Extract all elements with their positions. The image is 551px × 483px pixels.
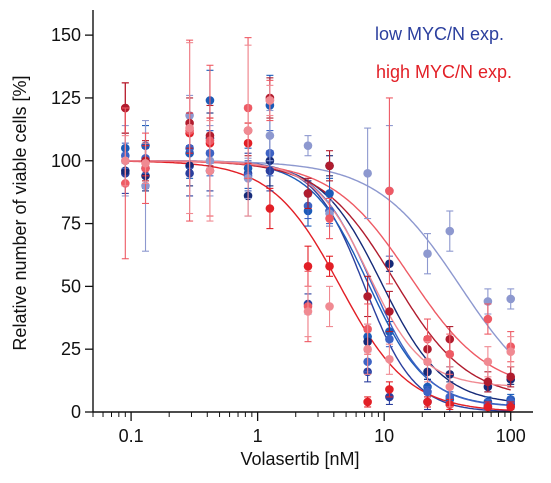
x-tick-label: 100	[496, 426, 526, 446]
legend-low-myc: low MYC/N exp.	[375, 24, 504, 44]
data-point-high-8	[423, 357, 432, 367]
data-point-low-4	[303, 141, 313, 150]
y-tick-label: 100	[51, 151, 81, 171]
data-point-high-5	[325, 261, 334, 271]
x-tick-label: 1	[253, 426, 263, 446]
x-tick-label: 10	[374, 426, 394, 446]
data-point-high-8	[483, 357, 493, 367]
y-tick-label: 25	[61, 339, 81, 359]
data-point-high-8	[265, 96, 275, 105]
data-point-low-1	[325, 189, 334, 198]
y-tick-label: 0	[71, 402, 81, 422]
y-tick-label: 50	[61, 276, 81, 296]
y-tick-label: 75	[61, 214, 81, 234]
fit-curve-low-1	[122, 160, 511, 406]
data-point-high-8	[325, 302, 334, 311]
data-point-high-5	[265, 204, 275, 213]
data-point-high-6	[506, 372, 516, 382]
data-point-high-5	[506, 402, 516, 412]
data-point-high-8	[205, 166, 215, 176]
data-point-high-8	[445, 382, 455, 392]
data-point-high-6	[483, 377, 493, 387]
data-point-high-7	[385, 186, 394, 196]
data-point-high-8	[243, 126, 253, 135]
data-point-low-4	[363, 169, 372, 178]
data-point-high-8	[141, 158, 150, 168]
data-point-low-4	[506, 294, 516, 304]
data-point-high-5	[363, 397, 372, 407]
x-axis-ticks: 0.1 1 10 100	[92, 412, 526, 446]
data-point-high-8	[363, 344, 372, 354]
y-tick-label: 125	[51, 88, 81, 108]
data-point-high-8	[185, 123, 194, 133]
y-tick-label: 150	[51, 25, 81, 45]
data-point-high-5	[483, 402, 493, 412]
data-point-high-5	[385, 385, 394, 394]
data-point-high-8	[303, 307, 313, 316]
data-point-high-7	[483, 314, 493, 324]
data-point-high-6	[303, 189, 313, 198]
legend-high-myc: high MYC/N exp.	[376, 62, 512, 82]
data-point-high-8	[506, 347, 516, 357]
x-tick-label: 0.1	[119, 426, 144, 446]
data-point-high-6	[363, 292, 372, 301]
y-axis-label: Relative number of viable cells [%]	[10, 75, 30, 350]
data-point-low-3	[423, 387, 432, 397]
data-points	[121, 37, 516, 413]
data-point-low-3	[385, 334, 394, 344]
x-axis-label: Volasertib [nM]	[240, 449, 359, 469]
data-point-low-4	[423, 249, 432, 259]
data-point-high-5	[303, 261, 313, 271]
data-point-low-4	[445, 226, 455, 236]
data-point-low-4	[265, 131, 275, 140]
data-point-high-7	[325, 214, 334, 223]
data-point-high-8	[385, 354, 394, 364]
data-point-high-6	[325, 161, 334, 171]
fit-curve-low-3	[122, 160, 511, 407]
data-point-high-5	[423, 397, 432, 407]
y-axis-ticks: 0 25 50 75 100 125 150	[51, 25, 93, 422]
data-point-high-8	[121, 156, 130, 166]
data-point-high-6	[385, 307, 394, 316]
data-point-high-7	[445, 349, 455, 359]
